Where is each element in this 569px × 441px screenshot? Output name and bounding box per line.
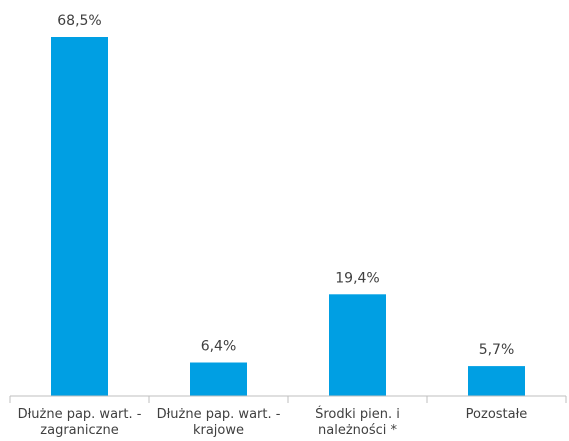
x-tick-label-line: Środki pien. i	[315, 406, 400, 422]
x-tick-label-line: zagraniczne	[40, 423, 118, 438]
data-label-2: 6,4%	[201, 339, 237, 355]
x-tick-label-line: krajowe	[193, 423, 244, 438]
x-tick-label-3: Środki pien. i należności *	[315, 406, 400, 438]
x-tick-label-2: Dłużne pap. wart. -krajowe	[157, 407, 281, 438]
x-tick-label-4: Pozostałe	[466, 407, 528, 422]
x-tick-label-1: Dłużne pap. wart. -zagraniczne	[18, 407, 142, 438]
data-label-1: 68,5%	[57, 13, 101, 29]
bar-2	[190, 362, 247, 396]
bar-4	[468, 366, 525, 396]
bar-3	[329, 294, 386, 396]
x-tick-label-line: Dłużne pap. wart. -	[157, 407, 281, 422]
x-tick-label-line: Dłużne pap. wart. -	[18, 407, 142, 422]
x-tick-label-line: Pozostałe	[466, 407, 528, 422]
data-label-3: 19,4%	[335, 270, 379, 286]
bar-1	[51, 37, 108, 396]
x-tick-label-line: należności *	[318, 423, 397, 438]
data-label-4: 5,7%	[479, 342, 515, 358]
